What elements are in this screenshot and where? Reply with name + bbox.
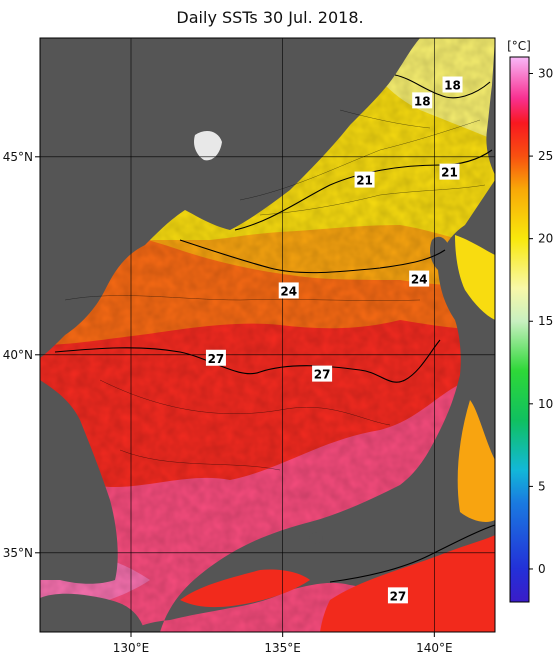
contour-label: 18	[412, 92, 433, 109]
colorbar-tick-label: 30	[538, 67, 553, 81]
contour-24	[179, 239, 446, 274]
land-kyushu	[40, 593, 145, 632]
graticule	[40, 38, 495, 632]
lat-tick-label: 35°N	[3, 546, 33, 560]
contour-labels: 18 18 21 21 24 24 27 27 27	[205, 76, 463, 604]
contour-label-text: 18	[414, 94, 431, 108]
contour-label: 21	[354, 171, 375, 188]
land-japan	[130, 180, 495, 632]
contour-label-text: 21	[356, 174, 373, 188]
colorbar-tick-label: 25	[538, 149, 553, 163]
land-island-small	[309, 532, 323, 544]
axis-ticks: 130°E 135°E 140°E 45°N 40°N 35°N	[3, 150, 453, 655]
colorbar-tick-label: 15	[538, 314, 553, 328]
map-area: 18 18 21 21 24 24 27 27 27	[40, 38, 495, 632]
contour-label: 18	[442, 76, 463, 93]
contour-label-bg	[205, 349, 226, 366]
tsugaru-east	[455, 235, 495, 320]
contour-label: 24	[409, 270, 430, 287]
minor-contours	[64, 109, 486, 471]
contour-18	[394, 74, 491, 99]
map-title: Daily SSTs 30 Jul. 2018.	[176, 8, 364, 27]
pacific-east	[457, 400, 495, 523]
contour-label-bg	[439, 163, 460, 180]
land-hokkaido	[486, 38, 495, 175]
inland-sea	[180, 569, 310, 608]
colorbar-scale	[509, 56, 530, 603]
contour-label-text: 27	[208, 352, 225, 366]
lon-tick-label: 130°E	[113, 641, 150, 655]
lon-tick-label: 140°E	[416, 641, 453, 655]
land-korea	[40, 380, 118, 584]
contour-label-bg	[387, 587, 408, 604]
contour-label-bg	[354, 171, 375, 188]
map-frame	[39, 37, 496, 633]
lat-tick-label: 40°N	[3, 348, 33, 362]
colorbar-ticks: 0 5 10 15 20 25 30	[529, 67, 553, 576]
contour-label-text: 18	[444, 79, 461, 93]
contour-label-bg	[312, 365, 333, 382]
contour-label: 21	[439, 163, 460, 180]
colorbar-tick-label: 5	[538, 479, 546, 493]
colorbar-tick-label: 20	[538, 232, 553, 246]
land-asia	[40, 38, 420, 358]
contour-label: 27	[387, 587, 408, 604]
contour-27-south	[329, 524, 495, 583]
colorbar-tick-label: 0	[538, 562, 546, 576]
contour-label-text: 21	[441, 166, 458, 180]
contour-label-bg	[278, 282, 299, 299]
colorbar: [°C] 0 5 10 15 20 25 30	[507, 39, 553, 603]
contour-label-bg	[409, 270, 430, 287]
island-white	[194, 130, 222, 161]
contour-label-text: 27	[390, 589, 407, 603]
contour-label: 27	[312, 365, 333, 382]
lon-tick-label: 135°E	[264, 641, 301, 655]
pacific-south	[320, 535, 495, 632]
lat-tick-label: 45°N	[3, 150, 33, 164]
contour-label: 27	[205, 349, 226, 366]
colorbar-tick-label: 10	[538, 397, 553, 411]
contour-lines	[54, 74, 495, 583]
contour-label-text: 24	[411, 273, 428, 287]
contour-label-text: 27	[314, 368, 331, 382]
contour-label-bg	[442, 76, 463, 93]
contour-label-text: 24	[280, 284, 297, 298]
contour-label: 24	[278, 282, 299, 299]
colorbar-unit: [°C]	[507, 39, 531, 53]
contour-27	[54, 339, 441, 383]
contour-label-bg	[412, 92, 433, 109]
